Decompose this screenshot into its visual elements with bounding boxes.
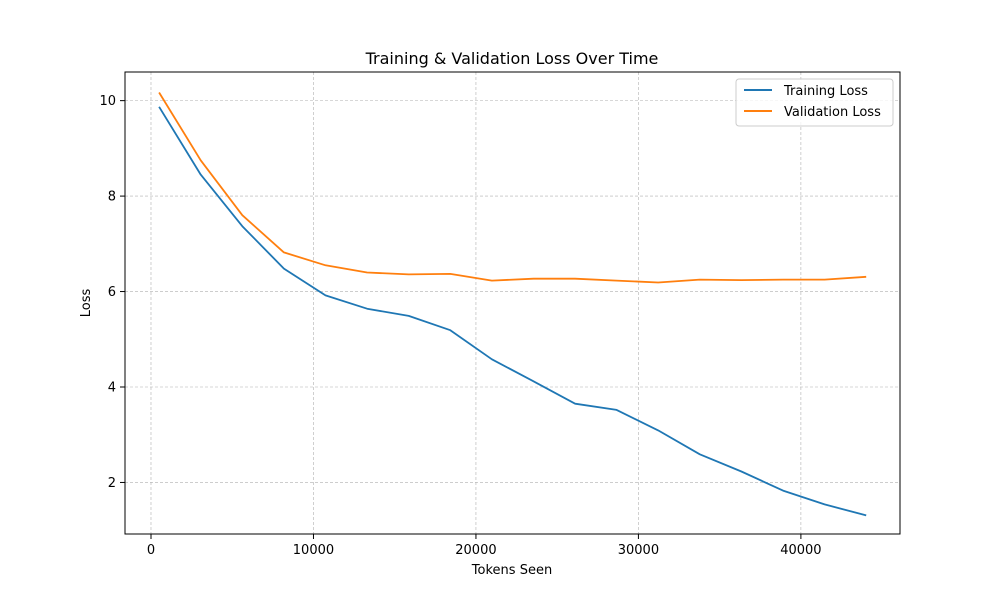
y-tick-label: 10 bbox=[99, 94, 116, 109]
series-lines bbox=[158, 92, 867, 517]
x-tick-label: 0 bbox=[147, 543, 155, 558]
chart-title: Training & Validation Loss Over Time bbox=[365, 49, 659, 68]
legend-label-training-loss: Training Loss bbox=[783, 84, 868, 99]
legend-label-validation-loss: Validation Loss bbox=[784, 105, 881, 120]
x-tick-label: 10000 bbox=[293, 543, 334, 558]
legend: Training Loss Validation Loss bbox=[735, 78, 894, 127]
series-line-training-loss bbox=[158, 106, 867, 517]
x-tick-label: 40000 bbox=[780, 543, 821, 558]
y-tick-label: 6 bbox=[108, 285, 116, 300]
y-axis-label: Loss bbox=[79, 289, 94, 318]
y-tick-label: 8 bbox=[108, 190, 116, 205]
legend-box bbox=[735, 78, 894, 127]
y-tick-label: 4 bbox=[108, 381, 116, 396]
x-axis-ticks: 0 10000 20000 30000 40000 bbox=[147, 534, 822, 558]
series-line-validation-loss bbox=[158, 92, 867, 284]
y-axis-ticks: 2 4 6 8 10 bbox=[99, 94, 125, 491]
plot-area-frame bbox=[124, 71, 901, 535]
x-axis-label: Tokens Seen bbox=[471, 563, 552, 578]
x-tick-label: 20000 bbox=[455, 543, 496, 558]
x-tick-label: 30000 bbox=[618, 543, 659, 558]
y-tick-label: 2 bbox=[108, 476, 116, 491]
